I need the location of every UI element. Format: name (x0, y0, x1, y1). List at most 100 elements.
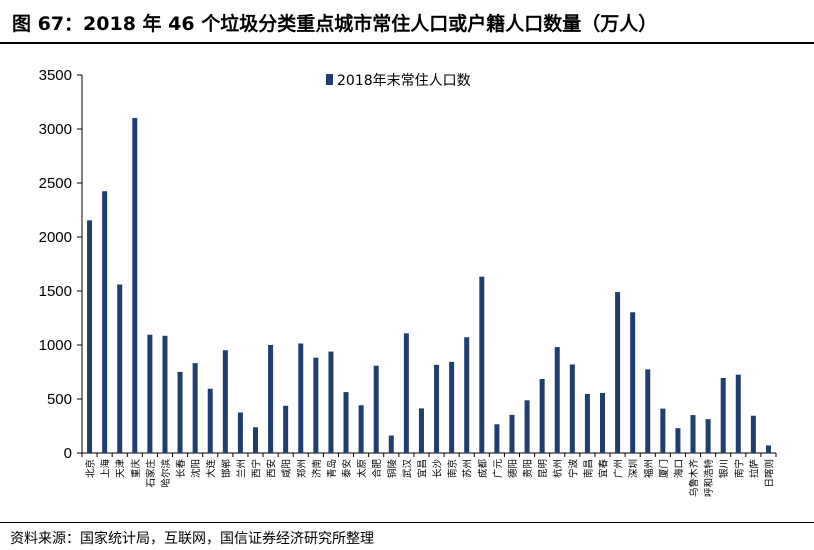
bar-chart: 0 500 1000 1500 2000 2500 3000 3500 北京 上海 天津 重庆 石家庄哈… (39, 67, 777, 498)
x-tick-label: 宜昌 (416, 459, 428, 478)
x-tick-label: 成都 (477, 459, 489, 479)
source-note: 资料来源：国家统计局，互联网，国信证券经济研究所整理 (10, 531, 374, 547)
y-tick-label: 2500 (39, 175, 72, 192)
x-tick-label: 福州 (643, 459, 655, 478)
bar (268, 345, 274, 453)
x-tick-label: 泰安 (341, 459, 353, 478)
figure-title: 图 67：2018 年 46 个垃圾分类重点城市常住人口或户籍人口数量（万人） (12, 13, 658, 35)
bar (750, 415, 756, 453)
bar (403, 333, 409, 453)
bar (509, 414, 515, 453)
x-tick-label: 厦门 (658, 459, 670, 478)
y-tick-label: 2000 (39, 229, 72, 246)
bar (539, 379, 545, 453)
x-tick-label: 西宁 (251, 459, 263, 478)
x-tick-label: 济南 (311, 459, 323, 478)
bar (192, 363, 198, 453)
y-tick-label: 1000 (39, 337, 72, 354)
bar (434, 364, 440, 453)
bar (720, 377, 726, 453)
x-tick-label: 南京 (447, 459, 459, 478)
bar (388, 435, 394, 453)
x-tick-label: 长沙 (432, 459, 444, 479)
x-tick-label: 乌鲁木齐 (688, 459, 700, 498)
bar (645, 369, 651, 453)
bar (600, 392, 605, 453)
x-tick-label: 青岛 (326, 459, 338, 478)
x-tick-label: 南昌 (582, 459, 594, 478)
bar (494, 424, 500, 453)
bar (253, 427, 258, 453)
source-bar: 资料来源：国家统计局，互联网，国信证券经济研究所整理 (0, 522, 814, 550)
y-tick-label: 500 (47, 391, 72, 408)
bar (283, 405, 289, 453)
x-tick-label: 太原 (356, 459, 368, 478)
x-tick-label: 广州 (613, 459, 625, 478)
x-tick-label: 石家庄 (145, 459, 157, 488)
bar (102, 191, 108, 453)
bar (132, 117, 138, 453)
bar (177, 371, 183, 453)
bar (207, 388, 213, 453)
x-tick-label: 南宁 (733, 459, 745, 478)
bar (162, 335, 168, 453)
x-tick-label: 郑州 (296, 459, 308, 478)
y-tick-label: 0 (64, 445, 72, 462)
bar (464, 337, 470, 453)
x-tick-label: 铜陵 (386, 459, 398, 479)
y-tick-label: 3000 (39, 121, 72, 138)
x-tick-label: 宜春 (598, 459, 610, 479)
x-tick-label: 苏州 (462, 459, 474, 478)
bar (449, 361, 455, 453)
bar (735, 374, 741, 453)
x-tick-label: 呼和浩特 (703, 459, 715, 498)
bar (660, 408, 666, 453)
x-tick-label: 大连 (205, 459, 217, 479)
x-tick-label: 西安 (266, 459, 278, 478)
bar (630, 312, 636, 453)
x-tick-label: 合肥 (371, 459, 383, 479)
x-tick-label: 咸阳 (281, 459, 293, 478)
bar (690, 415, 696, 453)
x-tick-label: 海口 (673, 459, 685, 478)
x-tick-label: 兰州 (235, 459, 247, 478)
x-tick-label: 杭州 (552, 459, 564, 478)
x-tick-label: 天津 (116, 459, 127, 479)
x-tick-label: 宁波 (567, 459, 579, 479)
x-tick-label: 沈阳 (190, 459, 202, 478)
bar (298, 343, 304, 453)
x-tick-label: 昆明 (538, 459, 549, 478)
x-tick-label: 长春 (175, 459, 187, 479)
bar (87, 220, 93, 453)
x-tick-label: 重庆 (130, 459, 142, 479)
x-tick-label: 广元 (492, 459, 504, 479)
x-tick-label: 北京 (85, 459, 97, 478)
x-tick-label: 银川 (718, 459, 730, 478)
x-tick-label: 拉萨 (748, 459, 760, 479)
y-tick-label: 1500 (39, 283, 72, 300)
bar (524, 400, 530, 453)
bar (358, 405, 364, 453)
x-tick-label: 贵阳 (522, 459, 534, 478)
bar (237, 412, 243, 453)
x-tick-label: 日喀则 (763, 459, 775, 488)
legend-swatch (326, 74, 333, 85)
bar (569, 364, 575, 453)
bar (765, 445, 771, 453)
bar (222, 350, 228, 453)
bar (147, 334, 153, 453)
bar (343, 392, 349, 453)
bar (479, 276, 485, 453)
legend-label: 2018年末常住人口数 (337, 73, 471, 89)
x-tick-label: 上海 (100, 459, 112, 479)
x-tick-label: 武汉 (401, 459, 413, 479)
bar (554, 347, 560, 453)
x-tick-label: 邯郸 (220, 459, 232, 479)
bar (418, 408, 424, 453)
bar (313, 357, 319, 453)
bar (615, 292, 621, 453)
title-bar: 图 67：2018 年 46 个垃圾分类重点城市常住人口或户籍人口数量（万人） (0, 0, 814, 44)
x-tick-label: 哈尔滨 (160, 459, 172, 488)
bar (705, 419, 711, 453)
bar (328, 351, 334, 453)
